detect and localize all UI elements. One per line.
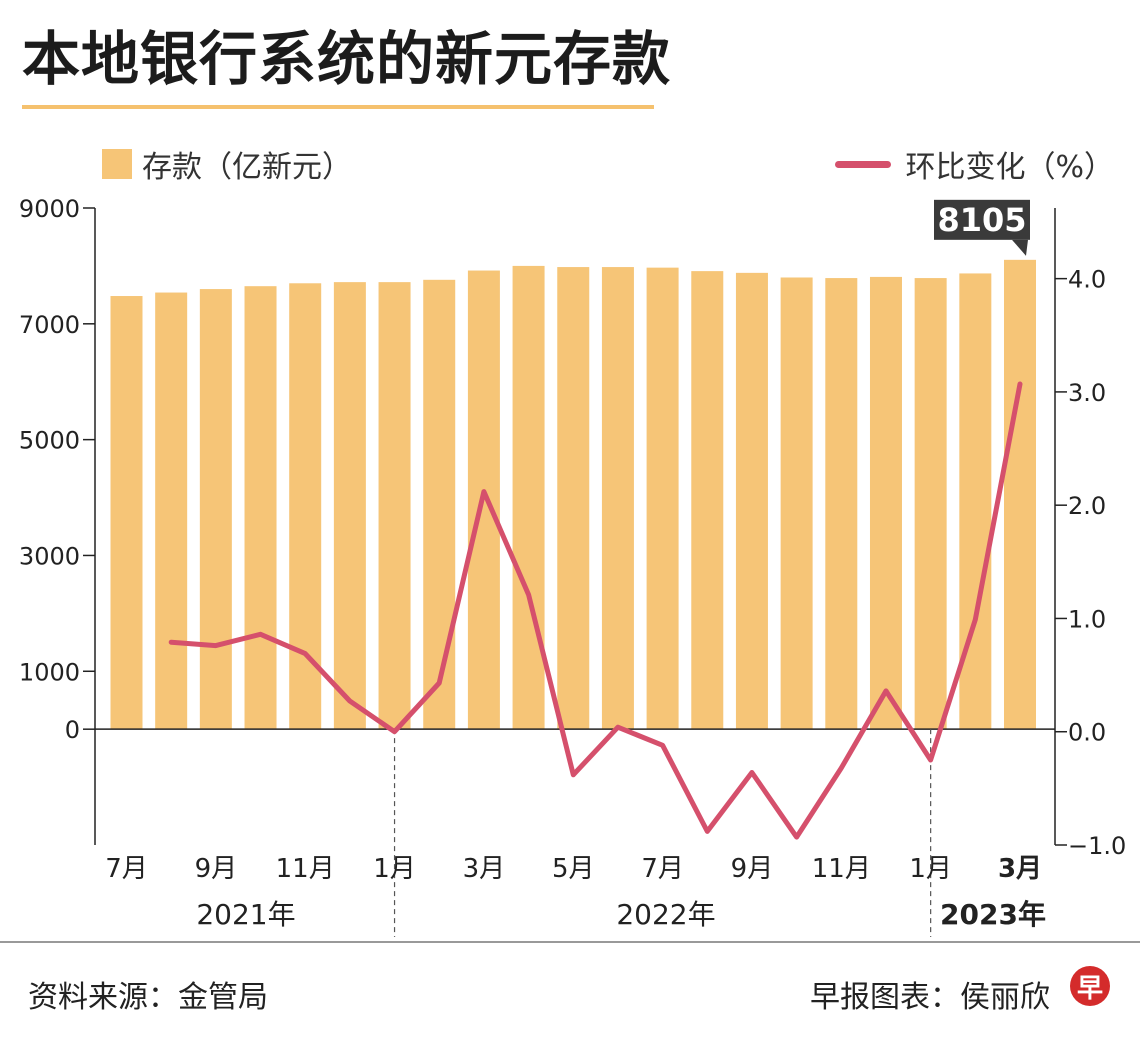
credit-note: 早报图表：侯丽欣 bbox=[810, 980, 1050, 1015]
bar-2021-07 bbox=[110, 296, 143, 730]
x-tick-label: 7月 bbox=[105, 854, 148, 884]
bar-2022-08 bbox=[691, 271, 724, 730]
x-tick-label: 9月 bbox=[195, 854, 238, 884]
callout-pointer bbox=[1012, 239, 1028, 256]
x-tick-label: 5月 bbox=[552, 854, 595, 884]
bar-2022-05 bbox=[557, 267, 590, 730]
x-tick-label: 3月 bbox=[463, 854, 506, 884]
bar-2022-02 bbox=[423, 279, 456, 730]
combo-chart: 0 1000 3000 5000 7000 9000 −1.0 0.0 1.0 2.0 3.0 4.0… bbox=[19, 195, 1126, 937]
bar-2022-06 bbox=[601, 267, 634, 730]
legend-bar-label: 存款（亿新元） bbox=[142, 150, 352, 185]
left-tick-label: 3000 bbox=[19, 542, 80, 570]
year-label: 2022年 bbox=[616, 898, 715, 931]
legend-line: 环比变化（%） bbox=[835, 142, 1114, 186]
bar-2021-09 bbox=[199, 289, 232, 730]
legend-line-label: 环比变化（%） bbox=[905, 150, 1114, 185]
x-tick-label: 11月 bbox=[812, 854, 871, 884]
bar-2022-09 bbox=[735, 272, 768, 730]
x-tick-label: 3月 bbox=[998, 854, 1042, 884]
left-tick-label: 5000 bbox=[19, 427, 80, 455]
legend-bars: 存款（亿新元） bbox=[102, 142, 352, 186]
right-tick-label: 1.0 bbox=[1068, 605, 1106, 633]
year-label: 2021年 bbox=[196, 898, 295, 931]
right-tick-label: 3.0 bbox=[1068, 379, 1106, 407]
mom-change-line bbox=[168, 381, 1023, 840]
left-tick-label: 0 bbox=[65, 716, 80, 744]
bar-2021-08 bbox=[155, 292, 188, 730]
x-tick-label: 1月 bbox=[909, 854, 952, 884]
left-tick-label: 1000 bbox=[19, 658, 80, 686]
right-tick-label: 2.0 bbox=[1068, 492, 1106, 520]
right-tick-label: 4.0 bbox=[1068, 266, 1106, 294]
legend-line-swatch bbox=[835, 160, 892, 168]
bar-2022-04 bbox=[512, 265, 545, 730]
footer-rule bbox=[0, 941, 1140, 943]
right-tick-label: 0.0 bbox=[1068, 719, 1106, 747]
x-tick-label: 11月 bbox=[276, 854, 335, 884]
bar-2021-10 bbox=[244, 286, 277, 730]
bar-2022-10 bbox=[780, 277, 813, 730]
bar-2021-12 bbox=[333, 282, 366, 730]
bar-2022-12 bbox=[869, 276, 902, 730]
year-label: 2023年 bbox=[940, 898, 1046, 931]
source-note: 资料来源：金管局 bbox=[28, 980, 268, 1015]
right-tick-label: −1.0 bbox=[1068, 832, 1126, 860]
x-tick-label: 7月 bbox=[641, 854, 684, 884]
x-tick-label: 9月 bbox=[731, 854, 774, 884]
title-underline bbox=[22, 105, 654, 109]
x-tick-label: 1月 bbox=[373, 854, 416, 884]
zaobao-logo: 早 bbox=[1070, 966, 1110, 1006]
left-tick-label: 9000 bbox=[19, 195, 80, 223]
bar-2022-11 bbox=[825, 278, 858, 730]
bar-2022-07 bbox=[646, 267, 679, 730]
chart-title: 本地银行系统的新元存款 bbox=[22, 25, 672, 93]
left-tick-label: 7000 bbox=[19, 311, 80, 339]
legend-bar-swatch bbox=[102, 149, 132, 179]
bar-2022-01 bbox=[378, 282, 411, 730]
callout-box bbox=[934, 199, 1030, 240]
bar-2023-03 bbox=[1004, 259, 1036, 730]
bar-2023-01 bbox=[914, 278, 947, 730]
callout-label: 8105 bbox=[937, 201, 1026, 239]
